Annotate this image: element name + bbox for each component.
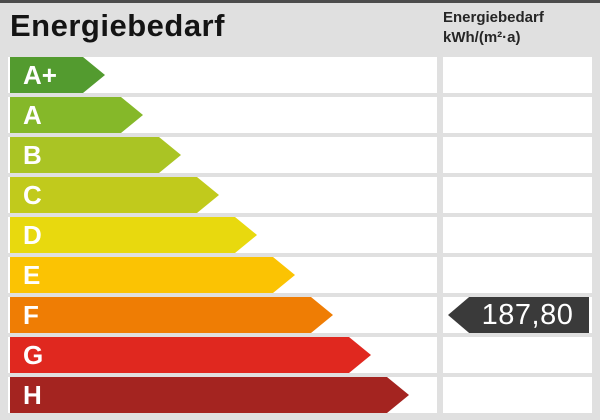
rating-band: A [8, 97, 437, 133]
rating-arrow: E [10, 257, 295, 293]
rating-band: B [8, 137, 437, 173]
top-border [0, 0, 600, 3]
rating-band: E [8, 257, 437, 293]
rating-row-aplus: A+ [0, 57, 600, 93]
rating-arrow: A [10, 97, 143, 133]
rating-letter: G [23, 340, 44, 370]
value-cell [443, 377, 592, 413]
rating-letter: E [23, 260, 41, 290]
rating-letter: C [23, 180, 42, 210]
rating-row-f: F 187,80 [0, 297, 600, 333]
rating-row-a: A [0, 97, 600, 133]
rating-band: A+ [8, 57, 437, 93]
value-cell [443, 337, 592, 373]
rating-band: C [8, 177, 437, 213]
rating-band: F [8, 297, 437, 333]
rating-arrow: D [10, 217, 257, 253]
unit-header: Energiebedarf kWh/(m²·a) [443, 8, 544, 48]
page-title: Energiebedarf [10, 8, 225, 43]
rating-row-h: H [0, 377, 600, 413]
value-cell [443, 57, 592, 93]
rating-band: H [8, 377, 437, 413]
value-cell [443, 177, 592, 213]
unit-header-line2: kWh/(m²·a) [443, 29, 521, 46]
rating-arrow: A+ [10, 57, 105, 93]
value-cell: 187,80 [443, 297, 592, 333]
rating-band: D [8, 217, 437, 253]
value-cell [443, 97, 592, 133]
header: Energiebedarf Energiebedarf kWh/(m²·a) [0, 3, 600, 57]
energy-value: 187,80 [481, 298, 574, 331]
rating-letter: D [23, 220, 42, 250]
rating-row-c: C [0, 177, 600, 213]
rating-arrow: H [10, 377, 409, 413]
value-cell [443, 137, 592, 173]
energy-value-badge: 187,80 [448, 297, 589, 333]
rating-row-d: D [0, 217, 600, 253]
rating-arrow: B [10, 137, 181, 173]
rating-letter: A [23, 100, 42, 130]
rating-arrow: G [10, 337, 371, 373]
rating-letter: H [23, 380, 42, 410]
value-cell [443, 217, 592, 253]
rating-row-b: B [0, 137, 600, 173]
rating-letter: F [23, 300, 39, 330]
rating-row-e: E [0, 257, 600, 293]
unit-header-line1: Energiebedarf [443, 9, 544, 26]
rating-arrow: F [10, 297, 333, 333]
rating-row-g: G [0, 337, 600, 373]
rating-band: G [8, 337, 437, 373]
rating-letter: A+ [23, 60, 57, 90]
rating-letter: B [23, 140, 42, 170]
rating-scale: A+ A B [0, 57, 600, 417]
rating-arrow: C [10, 177, 219, 213]
value-cell [443, 257, 592, 293]
